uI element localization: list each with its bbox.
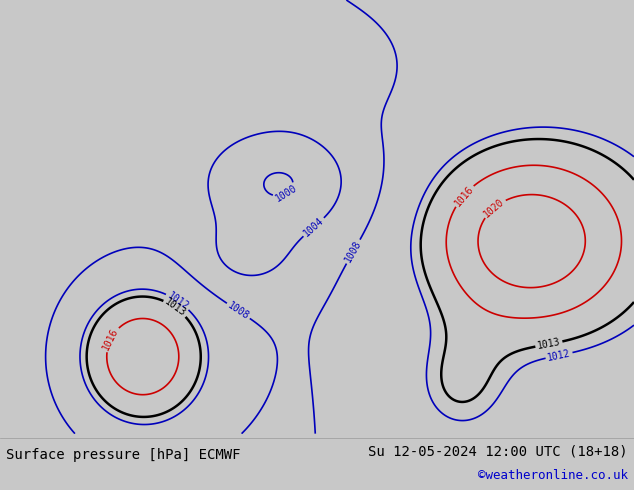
Text: Su 12-05-2024 12:00 UTC (18+18): Su 12-05-2024 12:00 UTC (18+18) xyxy=(368,445,628,459)
Text: Surface pressure [hPa] ECMWF: Surface pressure [hPa] ECMWF xyxy=(6,448,241,462)
Text: 1020: 1020 xyxy=(482,196,507,219)
Text: 1008: 1008 xyxy=(343,239,363,264)
Text: 1012: 1012 xyxy=(547,348,572,363)
Text: 1012: 1012 xyxy=(165,291,190,312)
Text: 1016: 1016 xyxy=(101,326,120,352)
Text: 1000: 1000 xyxy=(274,183,299,204)
Text: ©weatheronline.co.uk: ©weatheronline.co.uk xyxy=(477,469,628,483)
Text: 1013: 1013 xyxy=(536,337,561,351)
Text: 1016: 1016 xyxy=(453,183,476,208)
Text: 1004: 1004 xyxy=(302,216,326,239)
Text: 1013: 1013 xyxy=(163,297,188,318)
Text: 1008: 1008 xyxy=(226,300,251,321)
